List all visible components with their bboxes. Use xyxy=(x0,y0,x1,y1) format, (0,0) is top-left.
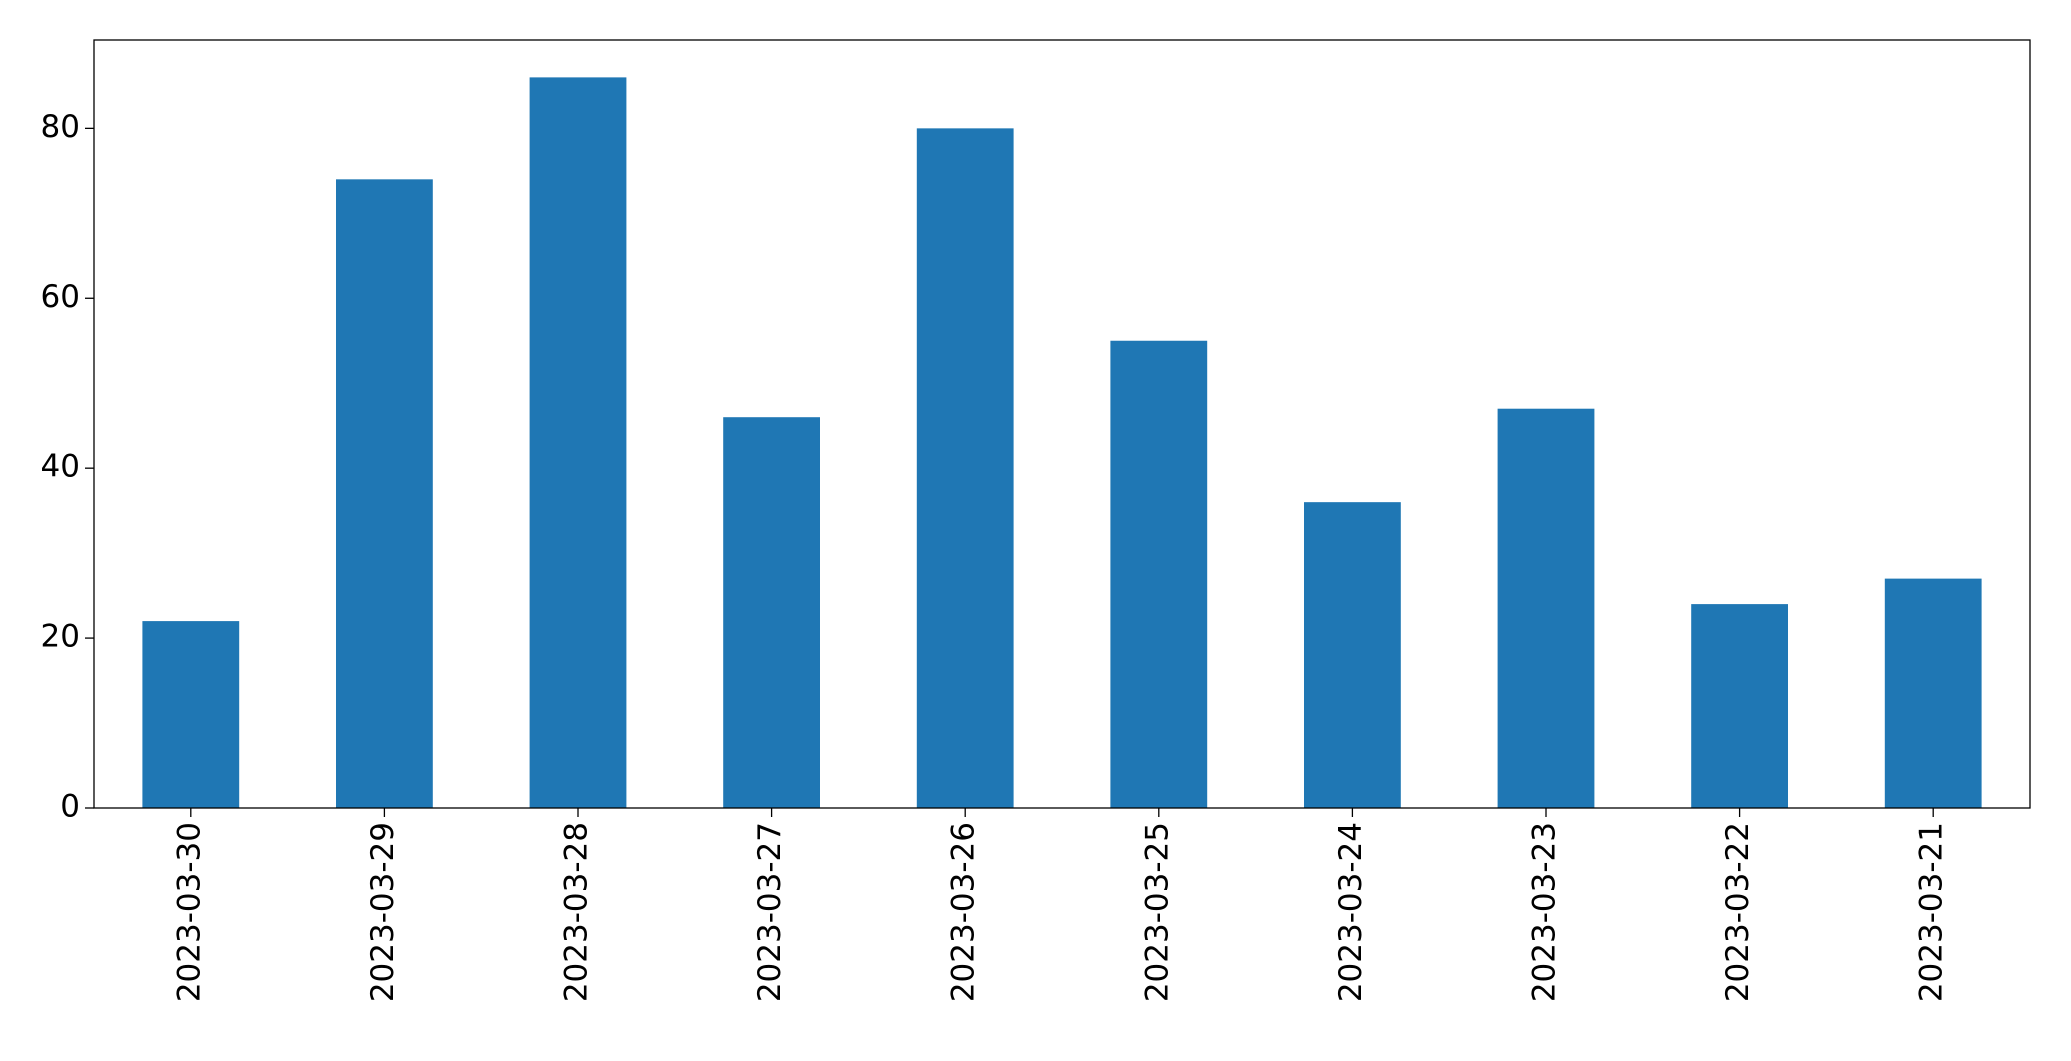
x-tick-label: 2023-03-26 xyxy=(946,822,982,1002)
x-tick-label: 2023-03-28 xyxy=(559,822,595,1002)
y-tick-label: 80 xyxy=(41,109,80,145)
x-tick-label: 2023-03-27 xyxy=(752,822,788,1002)
y-tick-label: 20 xyxy=(41,619,80,655)
x-tick-label: 2023-03-21 xyxy=(1914,822,1950,1002)
bar xyxy=(916,128,1014,808)
bar xyxy=(723,417,820,808)
bar xyxy=(1304,502,1401,808)
y-tick-label: 60 xyxy=(41,279,80,315)
x-tick-label: 2023-03-22 xyxy=(1720,822,1756,1002)
bar xyxy=(1110,340,1208,808)
x-tick-label: 2023-03-24 xyxy=(1333,822,1369,1002)
y-tick-label: 0 xyxy=(60,789,80,825)
x-tick-label: 2023-03-23 xyxy=(1527,822,1563,1002)
bar xyxy=(1691,604,1788,808)
y-tick-label: 40 xyxy=(41,449,80,485)
plot-frame xyxy=(93,39,2031,809)
bar xyxy=(529,77,627,808)
bar xyxy=(336,179,433,808)
bar xyxy=(1884,578,1982,808)
x-tick-label: 2023-03-29 xyxy=(365,822,401,1002)
bar xyxy=(142,621,240,808)
x-tick-label: 2023-03-30 xyxy=(171,822,207,1002)
bar xyxy=(1497,408,1595,808)
x-tick-label: 2023-03-25 xyxy=(1139,822,1175,1002)
